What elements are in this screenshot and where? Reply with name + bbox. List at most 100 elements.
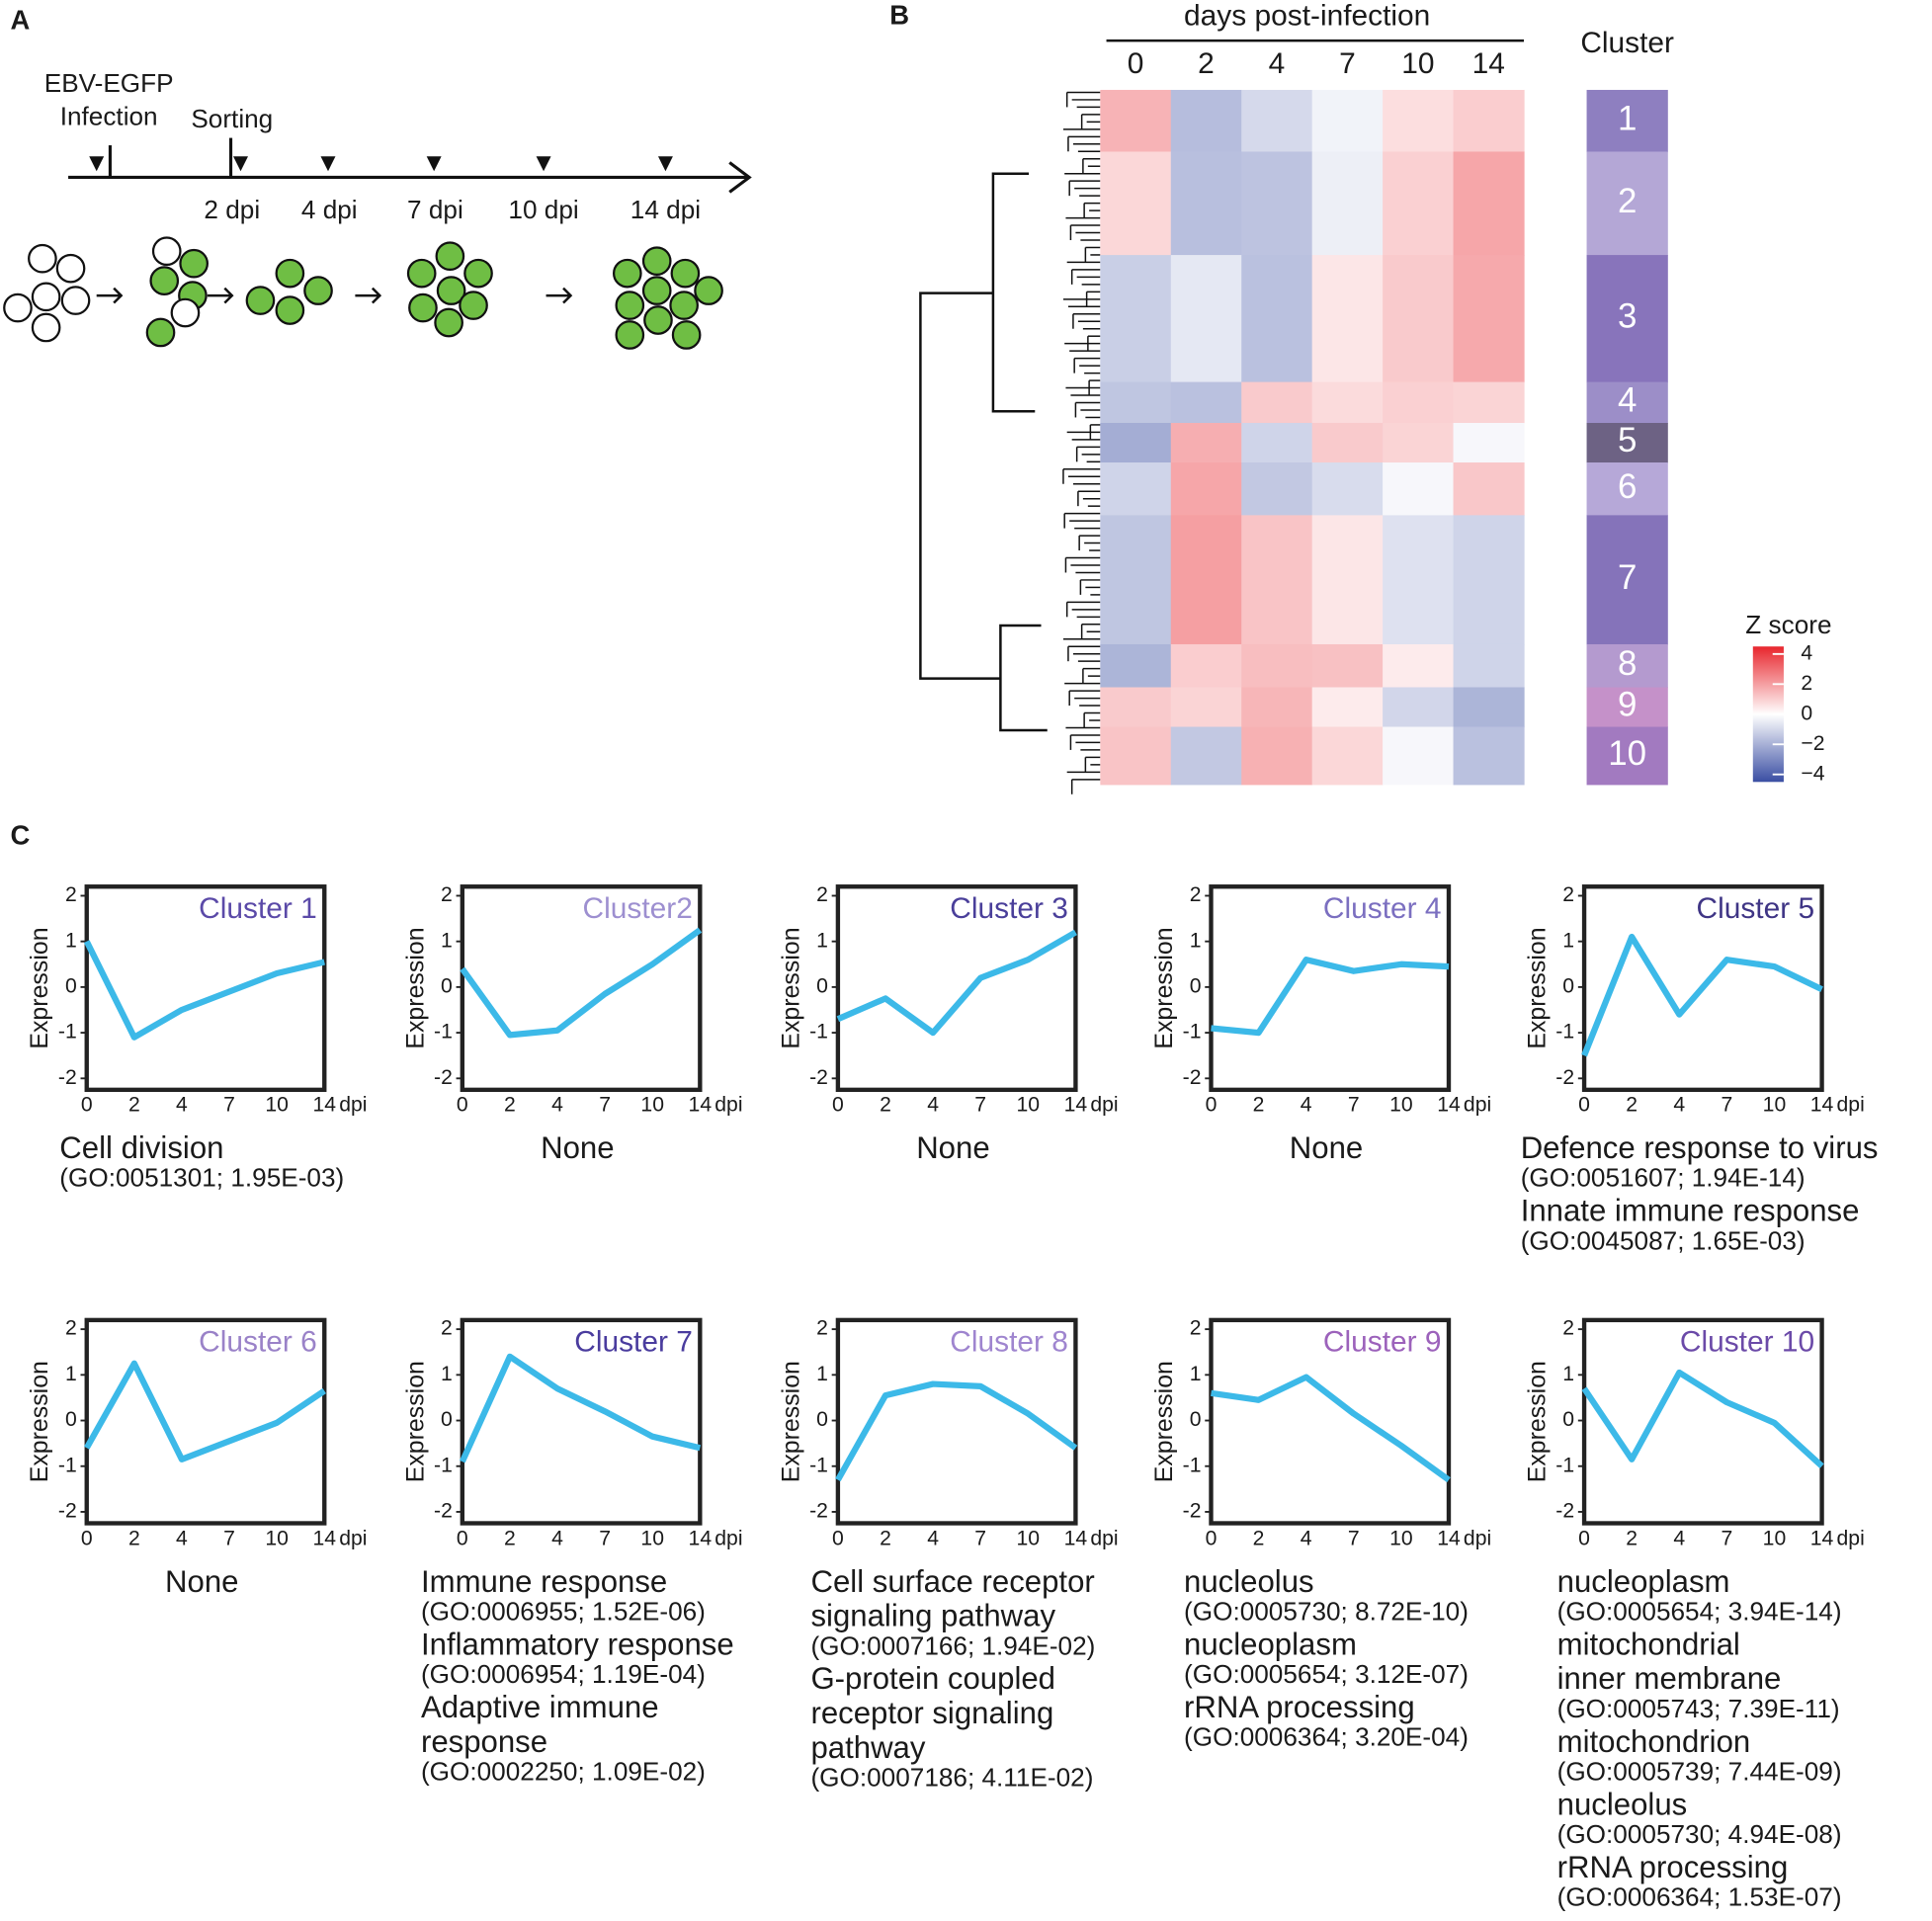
go-term: response — [421, 1724, 547, 1759]
go-detail: (GO:0005730; 8.72E-10) — [1184, 1596, 1469, 1626]
cell — [31, 312, 61, 343]
y-tick-label: -2 — [434, 1500, 453, 1523]
y-tick-label: -2 — [58, 1066, 77, 1089]
mean-profile — [1211, 1374, 1451, 1483]
plot-frame — [1581, 1317, 1824, 1526]
heatmap-cell — [1383, 726, 1455, 786]
y-tick-label: 2 — [1562, 1317, 1574, 1340]
y-tick-label: 2 — [65, 883, 77, 906]
cluster-block — [1586, 643, 1668, 689]
mean-profile — [84, 1360, 326, 1462]
go-term: G-protein coupled — [810, 1661, 1055, 1696]
cell — [434, 307, 463, 338]
x-unit: dpi — [1837, 1094, 1865, 1117]
heatmap-cell — [1170, 422, 1242, 463]
line-chart: -2 -1 0 1 2 0 2 4 7 10 14 dpi Expression Cluster 1 Cel… — [26, 883, 367, 1193]
heatmap-cell — [1311, 255, 1384, 383]
go-detail: (GO:0002250; 1.09E-02) — [421, 1756, 706, 1786]
y-tick-label: 2 — [1562, 883, 1574, 906]
chart-title: Cluster 1 — [199, 892, 317, 925]
heatmap-cell — [1100, 422, 1172, 463]
y-tick-label: 0 — [816, 974, 828, 997]
heatmap-cell — [1170, 462, 1242, 516]
cluster-block — [1586, 726, 1668, 786]
chart-title: Cluster 7 — [574, 1325, 693, 1358]
y-axis-label: Expression — [1524, 927, 1552, 1048]
colorbar-title: Z score — [1745, 610, 1831, 639]
branch — [919, 292, 1001, 680]
colorbar-tick-label: −2 — [1801, 732, 1824, 755]
x-tick-label: 0 — [832, 1527, 844, 1549]
go-detail: (GO:0006364; 1.53E-07) — [1557, 1881, 1842, 1911]
heatmap-cell — [1100, 726, 1172, 786]
plot-frame — [1209, 884, 1452, 1093]
go-detail: (GO:0006954; 1.19E-04) — [421, 1659, 706, 1689]
mean-profile — [1581, 1369, 1824, 1469]
x-tick-label: 4 — [1673, 1094, 1685, 1117]
chart-title: Cluster 10 — [1680, 1325, 1814, 1358]
mean-profile — [836, 929, 1077, 1037]
x-tick-label: 2 — [880, 1527, 891, 1549]
go-detail: (GO:0005743; 7.39E-11) — [1557, 1694, 1840, 1723]
y-axis-label: Expression — [1150, 927, 1178, 1048]
heatmap-cell — [1453, 687, 1525, 728]
cell — [641, 246, 672, 277]
x-tick-label: 14 — [689, 1527, 713, 1549]
x-tick-label: 7 — [599, 1094, 611, 1117]
cluster-block — [1586, 151, 1668, 256]
x-tick-label: 10 — [640, 1094, 664, 1117]
x-tick-label: 2 — [1626, 1094, 1638, 1117]
line-chart: -2 -1 0 1 2 0 2 4 7 10 14 dpi Expression Cluster 9 nuc… — [1150, 1317, 1491, 1752]
cluster-block — [1586, 89, 1668, 153]
go-term: Defence response to virus — [1521, 1130, 1879, 1165]
heatmap-cell — [1241, 89, 1313, 153]
timeline — [68, 137, 752, 194]
cluster-block — [1586, 687, 1668, 728]
panel-label: A — [10, 5, 30, 36]
x-tick-label: 7 — [1348, 1527, 1360, 1549]
plot-frame — [460, 1317, 703, 1526]
heatmap-cell — [1311, 515, 1384, 645]
branch — [991, 172, 1036, 413]
y-tick-label: 1 — [816, 929, 828, 952]
y-tick-label: 2 — [1190, 883, 1202, 906]
x-tick-label: 14 — [1437, 1527, 1461, 1549]
y-tick-label: 1 — [1562, 1363, 1574, 1385]
go-term: nucleolus — [1557, 1787, 1688, 1821]
line-chart: -2 -1 0 1 2 0 2 4 7 10 14 dpi Expression Cluster 5 Def… — [1521, 883, 1879, 1255]
y-tick-label: -1 — [809, 1021, 828, 1044]
heatmap-cell — [1453, 89, 1525, 153]
plot-frame — [835, 884, 1078, 1093]
x-tick-label: 10 — [1763, 1527, 1787, 1549]
y-tick-label: 2 — [441, 1317, 453, 1340]
y-tick-label: 2 — [816, 883, 828, 906]
mean-profile — [1211, 957, 1450, 1037]
y-axis-label: Expression — [401, 1361, 429, 1482]
x-tick-label: 7 — [599, 1527, 611, 1549]
x-tick-label: 7 — [223, 1094, 235, 1117]
cluster-block — [1586, 422, 1668, 463]
y-tick-label: 1 — [1190, 929, 1202, 952]
y-axis-label: Expression — [777, 1361, 804, 1482]
y-tick-label: -1 — [58, 1021, 77, 1044]
x-tick-label: 4 — [927, 1527, 939, 1549]
heatmap-cell — [1170, 381, 1242, 424]
column-label: 0 — [1128, 47, 1144, 80]
x-tick-label: 10 — [1017, 1527, 1041, 1549]
cell — [694, 276, 723, 305]
cell — [406, 258, 437, 289]
go-annotations: None — [541, 1130, 614, 1165]
go-annotations: Immune response(GO:0006955; 1.52E-06)Inf… — [421, 1564, 734, 1787]
cluster-block — [1586, 381, 1668, 424]
event-label: Infection — [60, 102, 158, 131]
heatmap-cell — [1241, 687, 1313, 728]
y-tick-label: 1 — [816, 1363, 828, 1385]
plot-frame — [84, 1317, 327, 1526]
y-tick-label: -2 — [434, 1066, 453, 1089]
y-tick-label: -1 — [1183, 1454, 1202, 1476]
go-detail: (GO:0005654; 3.94E-14) — [1557, 1596, 1842, 1626]
go-term: None — [1290, 1130, 1363, 1165]
chart-title: Cluster 9 — [1323, 1325, 1442, 1358]
